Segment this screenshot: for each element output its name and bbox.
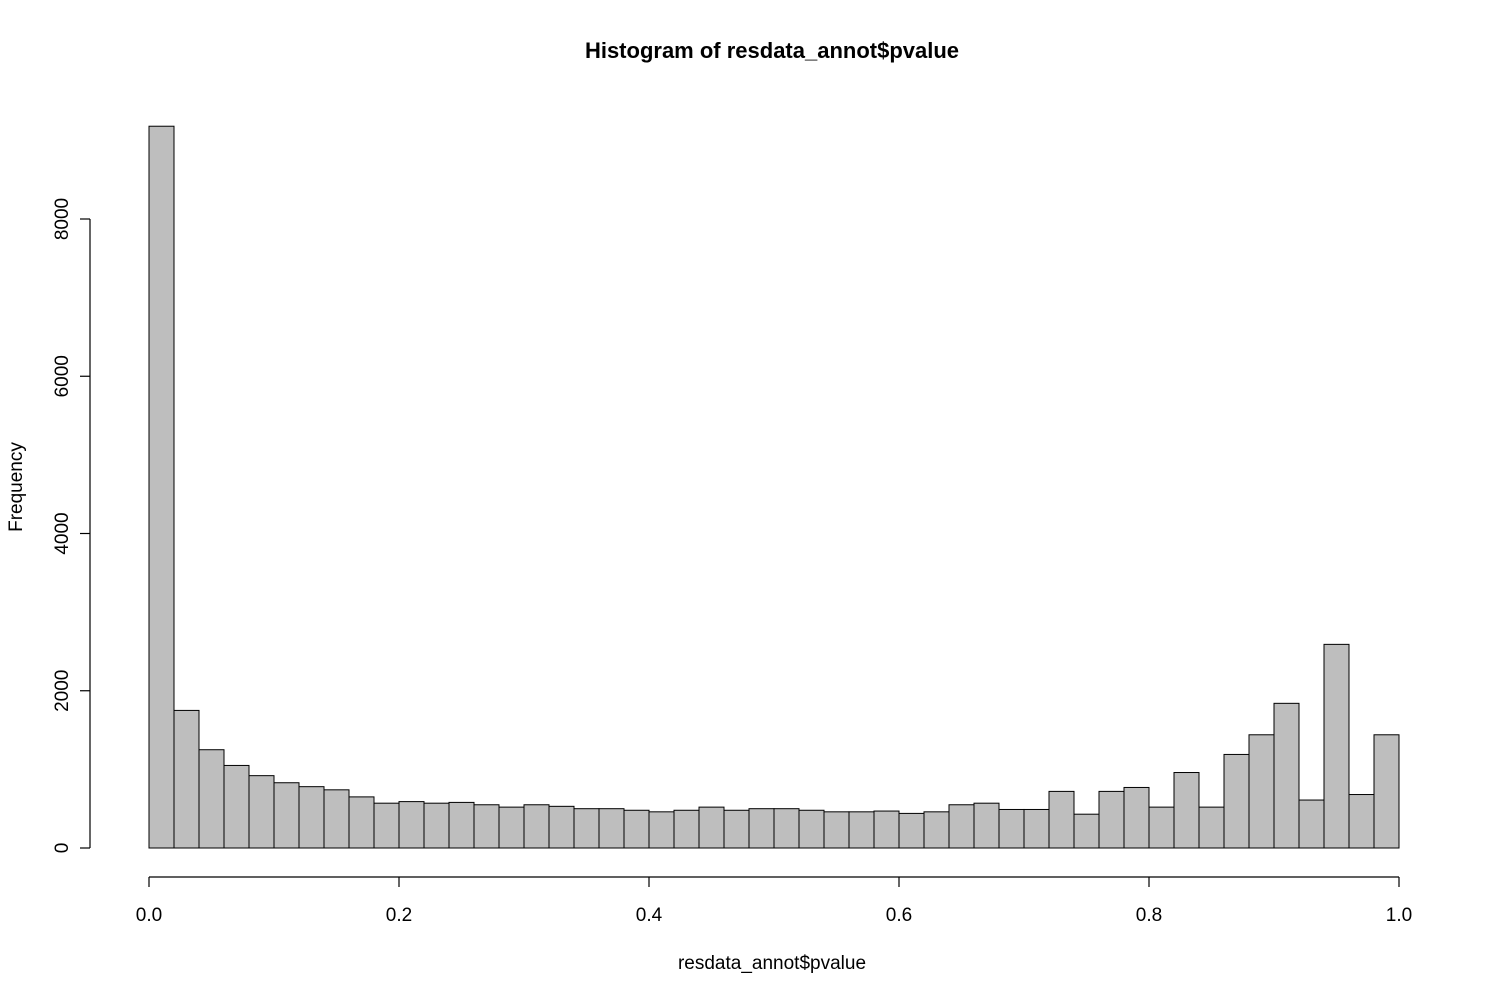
histogram-bar bbox=[248, 775, 275, 849]
y-axis-label: Frequency bbox=[6, 442, 27, 532]
histogram-bar bbox=[1048, 790, 1075, 849]
histogram-bar bbox=[1198, 806, 1225, 849]
histogram-bar bbox=[548, 805, 575, 849]
histogram-bar bbox=[1373, 734, 1400, 849]
y-tick-label: 2000 bbox=[52, 670, 73, 712]
histogram-bar bbox=[523, 804, 550, 849]
histogram-bar bbox=[723, 809, 750, 849]
histogram-bar bbox=[998, 808, 1025, 849]
histogram-bar bbox=[1348, 794, 1375, 849]
histogram-bar bbox=[1098, 790, 1125, 849]
histogram-bar bbox=[1023, 808, 1050, 849]
bars-group bbox=[148, 125, 1400, 849]
y-tick-label: 8000 bbox=[52, 198, 73, 240]
histogram-bar bbox=[623, 809, 650, 849]
histogram-bar bbox=[223, 764, 250, 849]
x-tick-label: 0.8 bbox=[1136, 905, 1162, 926]
histogram-bar bbox=[898, 812, 925, 849]
histogram-bar bbox=[473, 804, 500, 849]
x-tick-label: 0.4 bbox=[636, 905, 663, 926]
histogram-bar bbox=[198, 749, 225, 849]
histogram-bar bbox=[948, 804, 975, 849]
histogram-bar bbox=[173, 709, 200, 849]
histogram-bar bbox=[398, 801, 425, 849]
histogram-bar bbox=[148, 125, 175, 849]
histogram-bar bbox=[423, 802, 450, 849]
histogram-bar bbox=[798, 809, 825, 849]
histogram-bar bbox=[1323, 643, 1350, 849]
y-tick-label: 0 bbox=[52, 843, 73, 854]
histogram-bar bbox=[673, 809, 700, 849]
histogram-bar bbox=[823, 811, 850, 849]
histogram-bar bbox=[648, 811, 675, 849]
y-tick-label: 4000 bbox=[52, 512, 73, 554]
histogram-bar bbox=[698, 806, 725, 849]
histogram-bar bbox=[498, 806, 525, 849]
histogram-bar bbox=[748, 808, 775, 849]
histogram-bar bbox=[1073, 813, 1100, 849]
histogram-bar bbox=[973, 802, 1000, 849]
histogram-bar bbox=[1248, 734, 1275, 849]
histogram-bar bbox=[573, 808, 600, 849]
histogram-bar bbox=[1223, 753, 1250, 849]
histogram-bar bbox=[848, 811, 875, 849]
histogram-bar bbox=[873, 810, 900, 849]
histogram-bar bbox=[1173, 772, 1200, 849]
histogram-bar bbox=[598, 808, 625, 849]
histogram-bar bbox=[298, 786, 325, 849]
histogram-bar bbox=[448, 801, 475, 849]
y-tick-label: 6000 bbox=[52, 355, 73, 397]
histogram-bar bbox=[373, 802, 400, 849]
histogram-bar bbox=[1273, 702, 1300, 849]
y-axis: 0 2000 4000 6000 8000 bbox=[52, 198, 91, 854]
histogram-bar bbox=[323, 789, 350, 849]
x-axis: 0.0 0.2 0.4 0.6 0.8 1.0 bbox=[136, 876, 1412, 926]
x-tick-label: 0.6 bbox=[886, 905, 912, 926]
histogram-bar bbox=[1123, 786, 1150, 849]
x-tick-label: 0.2 bbox=[386, 905, 412, 926]
chart-title: Histogram of resdata_annot$pvalue bbox=[585, 38, 959, 63]
x-tick-label: 1.0 bbox=[1386, 905, 1412, 926]
histogram-bar bbox=[923, 811, 950, 849]
x-tick-label: 0.0 bbox=[136, 905, 162, 926]
histogram-bar bbox=[348, 796, 375, 849]
histogram-bar bbox=[1298, 799, 1325, 849]
histogram-bar bbox=[773, 808, 800, 849]
x-axis-label: resdata_annot$pvalue bbox=[678, 953, 866, 974]
histogram-bar bbox=[1148, 806, 1175, 849]
histogram-bar bbox=[273, 782, 300, 849]
